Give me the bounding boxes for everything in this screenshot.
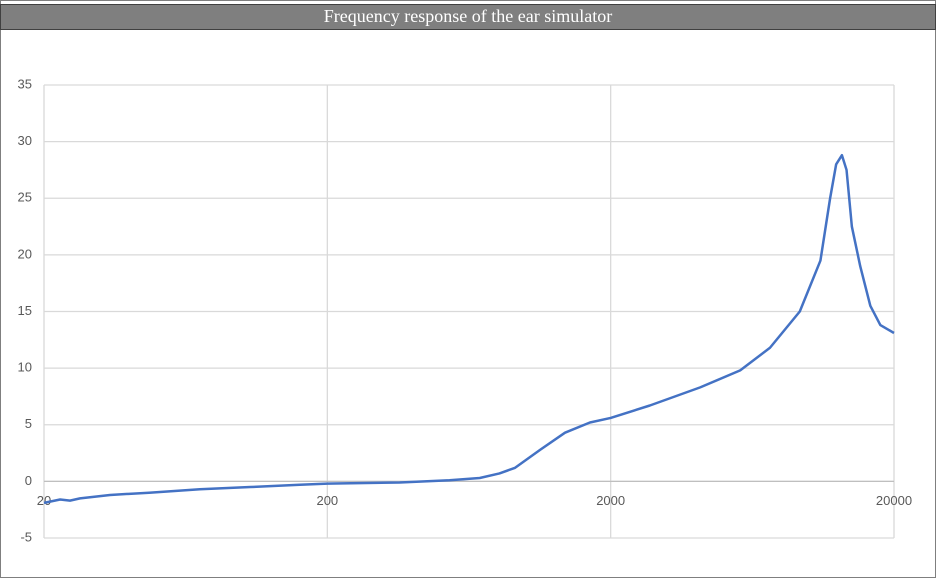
y-tick-label: 10 <box>18 360 32 375</box>
title-bar <box>0 4 936 30</box>
x-tick-label: 2000 <box>596 493 625 508</box>
y-tick-label: 0 <box>25 473 32 488</box>
x-tick-label: 20000 <box>876 493 912 508</box>
y-tick-label: 15 <box>18 303 32 318</box>
y-tick-label: 20 <box>18 246 32 261</box>
y-tick-label: 30 <box>18 133 32 148</box>
y-tick-label: 25 <box>18 190 32 205</box>
x-tick-label: 20 <box>37 493 51 508</box>
y-tick-label: 35 <box>18 76 32 91</box>
x-tick-label: 200 <box>316 493 338 508</box>
data-line <box>43 153 895 505</box>
chart-title: Frequency response of the ear simulator <box>324 6 612 26</box>
y-tick-label: -5 <box>20 529 32 544</box>
y-tick-label: 5 <box>25 416 32 431</box>
